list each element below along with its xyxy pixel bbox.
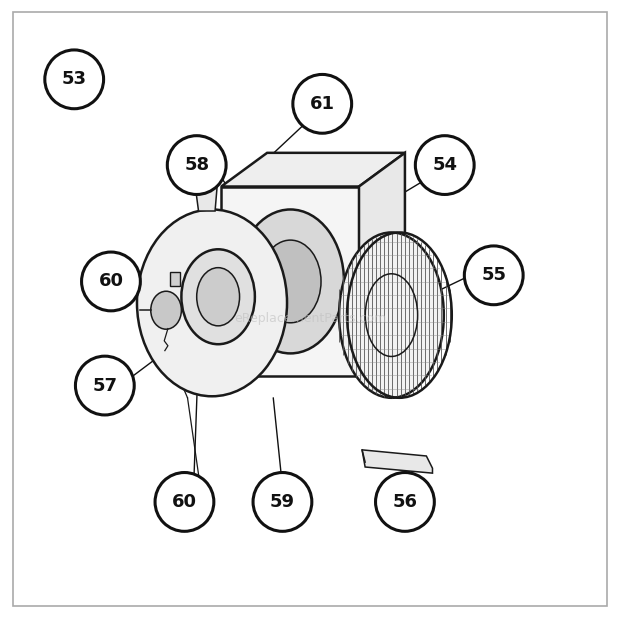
Circle shape [293, 74, 352, 133]
Text: 56: 56 [392, 493, 417, 511]
Ellipse shape [339, 232, 444, 398]
Circle shape [82, 252, 140, 311]
Ellipse shape [151, 291, 182, 329]
Circle shape [155, 473, 214, 531]
Text: 61: 61 [310, 95, 335, 113]
Circle shape [167, 136, 226, 195]
Polygon shape [362, 450, 433, 473]
Ellipse shape [182, 249, 255, 344]
Ellipse shape [197, 268, 239, 326]
Text: eReplacementParts.com: eReplacementParts.com [234, 311, 386, 324]
Text: 60: 60 [172, 493, 197, 511]
Circle shape [253, 473, 312, 531]
Circle shape [415, 136, 474, 195]
Text: 60: 60 [99, 273, 123, 290]
Text: 54: 54 [432, 156, 457, 174]
Ellipse shape [137, 210, 287, 396]
Ellipse shape [237, 210, 344, 353]
Circle shape [45, 50, 104, 109]
Ellipse shape [260, 240, 321, 323]
Text: 58: 58 [184, 156, 210, 174]
Text: 57: 57 [92, 376, 117, 394]
Circle shape [464, 246, 523, 305]
Text: 59: 59 [270, 493, 295, 511]
Text: 53: 53 [62, 70, 87, 88]
Polygon shape [221, 153, 405, 187]
Text: 55: 55 [481, 266, 507, 284]
Polygon shape [190, 169, 221, 176]
Polygon shape [170, 273, 180, 286]
Circle shape [76, 356, 134, 415]
Polygon shape [359, 153, 405, 376]
Polygon shape [193, 174, 218, 211]
Polygon shape [221, 187, 359, 376]
Circle shape [376, 473, 435, 531]
